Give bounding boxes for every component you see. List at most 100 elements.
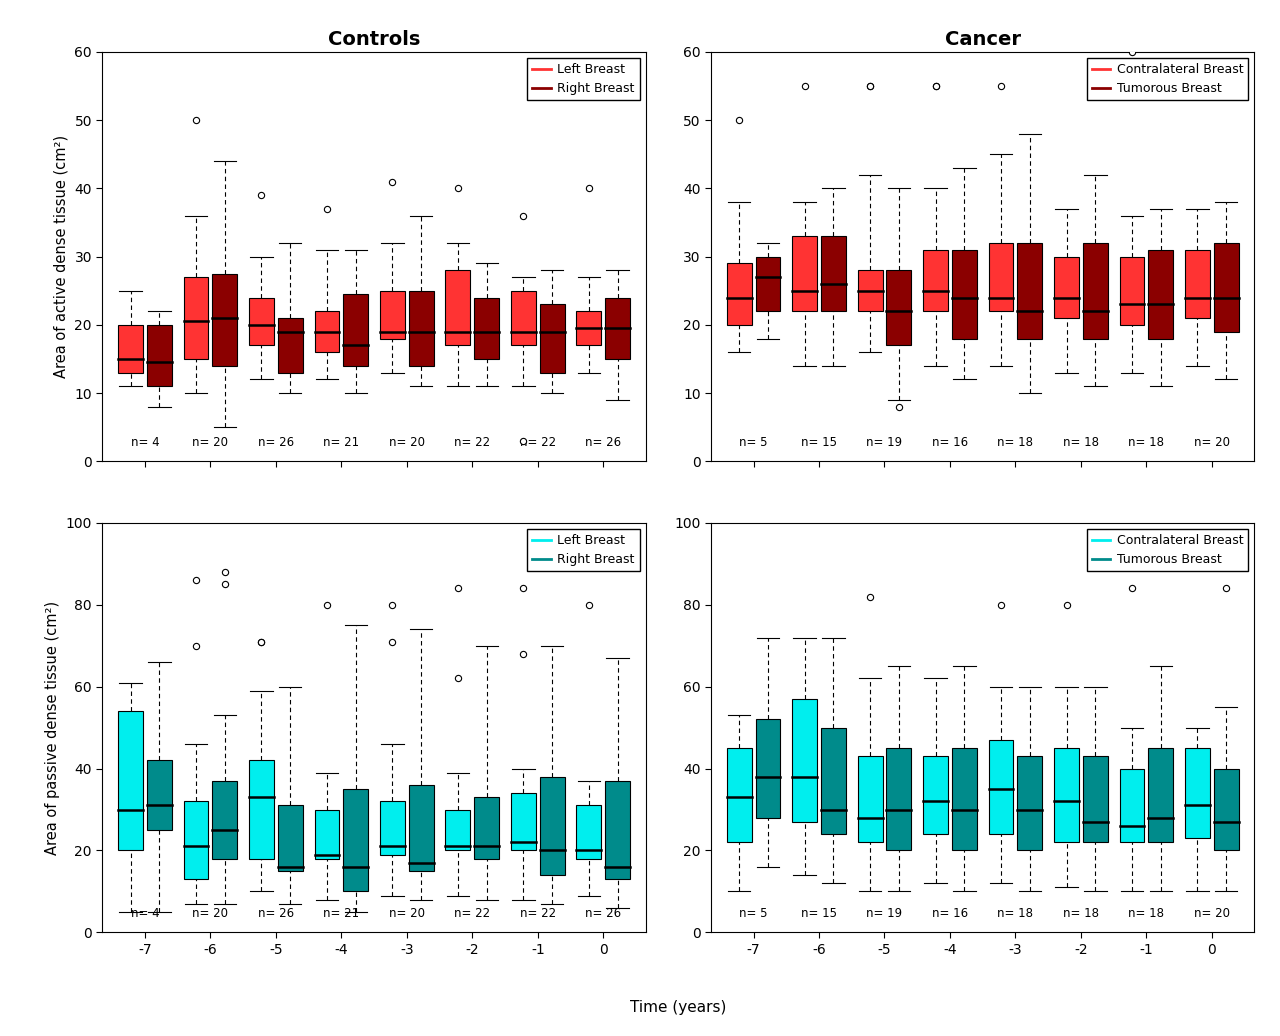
Text: n= 18: n= 18 <box>1062 436 1100 449</box>
Bar <box>183 801 209 880</box>
Text: n= 22: n= 22 <box>454 436 490 449</box>
Bar <box>511 291 536 345</box>
Text: n= 22: n= 22 <box>454 908 490 920</box>
Bar <box>118 325 143 373</box>
Bar <box>1120 769 1144 842</box>
Text: n= 15: n= 15 <box>801 436 837 449</box>
Text: n= 16: n= 16 <box>932 908 968 920</box>
Bar <box>1053 257 1079 318</box>
Text: n= 26: n= 26 <box>585 908 621 920</box>
Text: n= 4: n= 4 <box>131 908 159 920</box>
Bar <box>792 699 817 822</box>
Bar <box>755 719 781 817</box>
Title: Controls: Controls <box>328 30 420 49</box>
Bar <box>820 236 846 311</box>
Bar <box>408 291 434 366</box>
Bar <box>183 277 209 359</box>
Bar <box>858 270 882 311</box>
Bar <box>278 318 303 373</box>
Bar <box>445 809 470 851</box>
Text: n= 18: n= 18 <box>1062 908 1100 920</box>
Text: n= 15: n= 15 <box>801 908 837 920</box>
Text: n= 22: n= 22 <box>520 436 556 449</box>
Bar <box>988 740 1014 834</box>
Bar <box>1148 250 1174 339</box>
Bar <box>1120 257 1144 325</box>
Bar <box>727 263 751 325</box>
Bar <box>727 748 751 842</box>
Bar <box>858 756 882 842</box>
Bar <box>1213 769 1239 851</box>
Bar <box>250 297 274 345</box>
Legend: Left Breast, Right Breast: Left Breast, Right Breast <box>527 58 640 100</box>
Bar <box>1053 748 1079 842</box>
Bar <box>1148 748 1174 842</box>
Bar <box>988 242 1014 311</box>
Bar <box>1213 242 1239 332</box>
Bar <box>755 257 781 311</box>
Bar <box>147 760 172 830</box>
Y-axis label: Area of active dense tissue (cm²): Area of active dense tissue (cm²) <box>54 135 69 378</box>
Bar <box>475 798 499 859</box>
Text: n= 18: n= 18 <box>997 436 1033 449</box>
Bar <box>408 785 434 871</box>
Text: n= 20: n= 20 <box>1194 436 1230 449</box>
Text: n= 20: n= 20 <box>1194 908 1230 920</box>
Bar <box>605 781 630 880</box>
Bar <box>792 236 817 311</box>
Text: n= 16: n= 16 <box>932 436 968 449</box>
Text: n= 26: n= 26 <box>585 436 621 449</box>
Bar <box>1083 242 1107 339</box>
Text: n= 18: n= 18 <box>1129 436 1165 449</box>
Bar <box>887 270 911 345</box>
Bar <box>1018 242 1042 339</box>
Text: n= 18: n= 18 <box>1129 908 1165 920</box>
Bar <box>445 270 470 345</box>
Bar <box>605 297 630 359</box>
Bar <box>511 794 536 851</box>
Text: n= 20: n= 20 <box>192 908 228 920</box>
Bar <box>118 712 143 851</box>
Bar <box>576 311 602 345</box>
Bar <box>1185 250 1210 318</box>
Text: n= 5: n= 5 <box>740 908 768 920</box>
Y-axis label: Area of passive dense tissue (cm²): Area of passive dense tissue (cm²) <box>45 601 60 855</box>
Text: n= 22: n= 22 <box>520 908 556 920</box>
Text: n= 5: n= 5 <box>740 436 768 449</box>
Bar <box>540 305 564 373</box>
Legend: Contralateral Breast, Tumorous Breast: Contralateral Breast, Tumorous Breast <box>1087 529 1248 571</box>
Text: n= 19: n= 19 <box>867 436 902 449</box>
Bar <box>1185 748 1210 838</box>
Bar <box>380 801 404 855</box>
Bar <box>475 297 499 359</box>
Bar <box>343 294 369 366</box>
Bar <box>147 325 172 386</box>
Bar <box>1083 756 1107 842</box>
Text: n= 20: n= 20 <box>192 436 228 449</box>
Title: Cancer: Cancer <box>945 30 1020 49</box>
Bar <box>212 781 237 859</box>
Bar <box>380 291 404 339</box>
Bar <box>278 805 303 871</box>
Bar <box>923 250 948 311</box>
Bar <box>820 727 846 834</box>
Bar <box>952 250 977 339</box>
Bar <box>576 805 602 859</box>
Text: n= 26: n= 26 <box>257 436 294 449</box>
Bar <box>952 748 977 851</box>
Bar <box>315 311 339 352</box>
Text: Time (years): Time (years) <box>630 1001 727 1015</box>
Bar <box>250 760 274 859</box>
Bar <box>212 274 237 366</box>
Text: n= 4: n= 4 <box>131 436 159 449</box>
Text: n= 21: n= 21 <box>324 436 360 449</box>
Bar <box>1018 756 1042 851</box>
Legend: Left Breast, Right Breast: Left Breast, Right Breast <box>527 529 640 571</box>
Text: n= 21: n= 21 <box>324 908 360 920</box>
Text: n= 20: n= 20 <box>389 908 425 920</box>
Text: n= 20: n= 20 <box>389 436 425 449</box>
Bar <box>923 756 948 834</box>
Bar <box>343 789 369 891</box>
Text: n= 19: n= 19 <box>867 908 902 920</box>
Bar <box>887 748 911 851</box>
